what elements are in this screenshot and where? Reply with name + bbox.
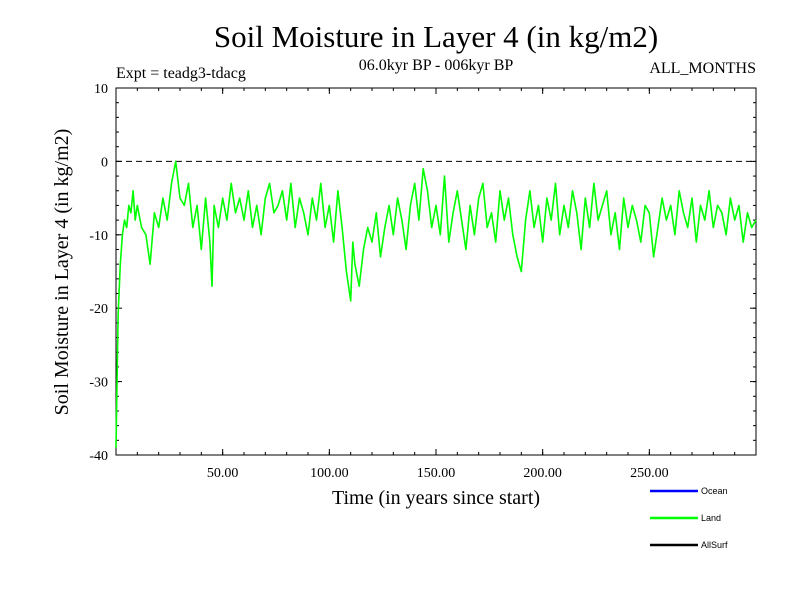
- x-tick-label: 50.00: [207, 466, 239, 481]
- y-axis-label: Soil Moisture in Layer 4 (in kg/m2): [51, 129, 73, 416]
- axis-ticks: -40 -30 -20 -10 0 10 50.00 100.00 150.00 200.00 25…: [89, 82, 756, 481]
- y-tick-label: -10: [89, 229, 108, 244]
- series-layer: [115, 160, 757, 448]
- y-tick-label: 10: [94, 82, 108, 97]
- legend-label-land: Land: [701, 513, 721, 523]
- series-line-land: [115, 160, 757, 448]
- y-tick-label: -20: [89, 302, 108, 317]
- experiment-label: Expt = teadg3-tdacg: [116, 65, 246, 82]
- y-tick-label: 0: [101, 155, 108, 170]
- y-tick-label: -40: [89, 449, 108, 464]
- legend-label-allsurf: AllSurf: [701, 540, 728, 550]
- chart-subtitle: 06.0kyr BP - 006kyr BP: [359, 57, 514, 74]
- legend-label-ocean: Ocean: [701, 486, 728, 496]
- x-tick-label: 200.00: [523, 466, 562, 481]
- y-tick-label: -30: [89, 376, 108, 391]
- months-label: ALL_MONTHS: [649, 60, 756, 77]
- chart-title: Soil Moisture in Layer 4 (in kg/m2): [214, 19, 658, 54]
- x-tick-label: 100.00: [310, 466, 349, 481]
- x-axis-label: Time (in years since start): [332, 487, 540, 509]
- x-tick-label: 150.00: [417, 466, 456, 481]
- x-tick-label: 250.00: [630, 466, 669, 481]
- legend: Ocean Land AllSurf: [650, 486, 728, 550]
